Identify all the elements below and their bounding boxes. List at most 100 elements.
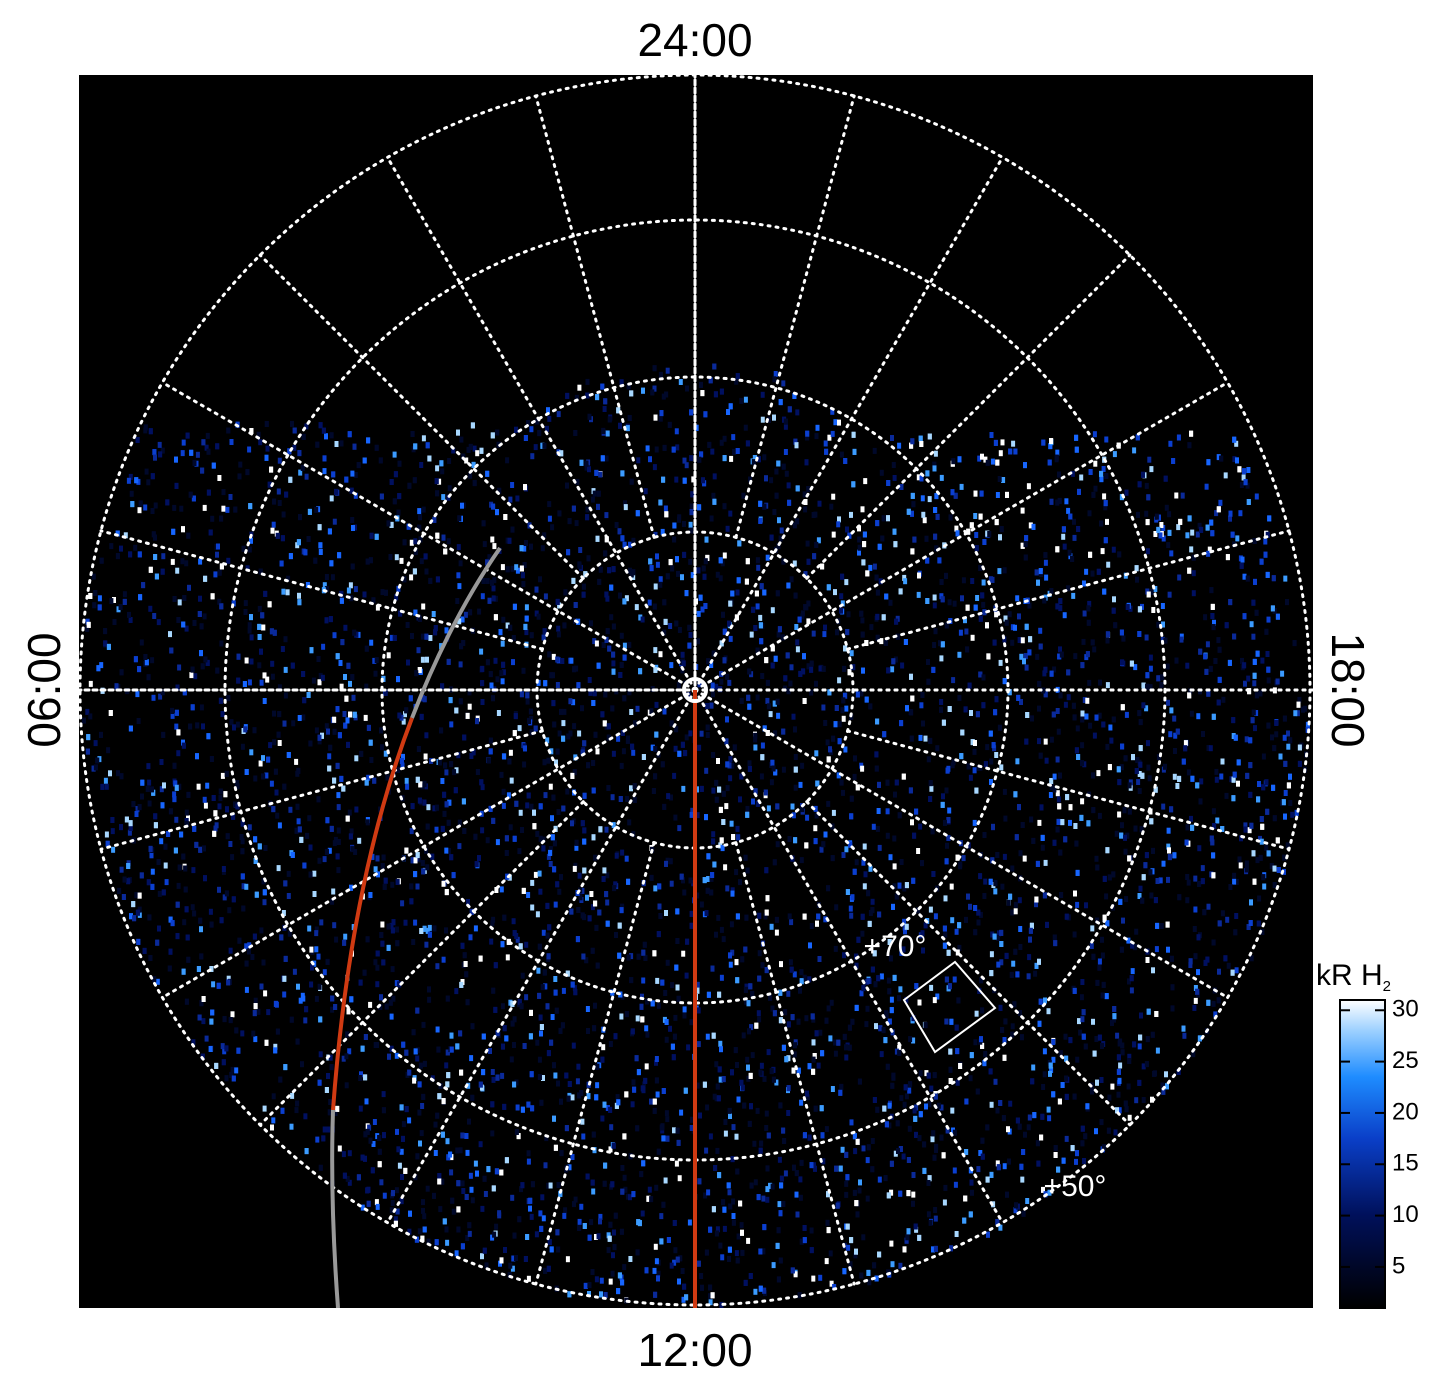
emission-pixel [1212, 619, 1216, 626]
emission-pixel [625, 795, 630, 802]
emission-pixel [535, 418, 540, 425]
emission-pixel [275, 812, 280, 819]
emission-pixel [902, 1101, 907, 1108]
emission-pixel [177, 599, 182, 606]
emission-pixel [897, 882, 902, 889]
emission-pixel [473, 925, 478, 932]
emission-pixel [696, 638, 700, 645]
emission-pixel [1127, 1053, 1132, 1060]
emission-pixel [526, 420, 530, 427]
emission-pixel [865, 1195, 870, 1202]
emission-pixel [734, 869, 739, 876]
emission-pixel [858, 1179, 862, 1186]
emission-pixel [857, 536, 862, 543]
emission-pixel [402, 576, 407, 583]
emission-pixel [628, 1256, 633, 1262]
emission-pixel [508, 1262, 513, 1269]
emission-pixel [961, 855, 966, 862]
emission-pixel [509, 777, 514, 784]
emission-pixel [731, 434, 736, 441]
emission-pixel [974, 1010, 979, 1017]
emission-pixel [674, 428, 679, 435]
emission-pixel [263, 845, 268, 851]
emission-pixel [722, 503, 727, 510]
emission-pixel [375, 981, 380, 988]
emission-pixel [1066, 507, 1071, 514]
emission-pixel [350, 517, 355, 523]
emission-pixel [718, 575, 723, 582]
emission-pixel [491, 987, 496, 994]
emission-pixel [553, 1072, 558, 1079]
emission-pixel [258, 760, 263, 767]
emission-pixel [1145, 957, 1150, 963]
emission-pixel [159, 786, 164, 793]
emission-pixel [396, 585, 401, 592]
emission-pixel [1211, 1000, 1216, 1007]
emission-pixel [1224, 622, 1229, 629]
emission-pixel [1013, 1207, 1018, 1214]
emission-pixel [522, 761, 527, 768]
emission-pixel [390, 881, 395, 888]
emission-pixel [1272, 745, 1277, 752]
emission-pixel [399, 557, 404, 564]
emission-pixel [1116, 1091, 1121, 1098]
emission-pixel [184, 809, 189, 816]
emission-pixel [262, 672, 267, 679]
emission-pixel [451, 447, 456, 454]
emission-pixel [435, 465, 440, 472]
emission-pixel [717, 1066, 722, 1073]
emission-pixel [677, 516, 681, 523]
emission-pixel [1116, 1068, 1121, 1075]
emission-pixel [467, 1118, 471, 1125]
emission-pixel [322, 468, 327, 475]
emission-pixel [978, 873, 983, 880]
emission-pixel [1206, 690, 1211, 697]
emission-pixel [1112, 596, 1116, 603]
emission-pixel [655, 561, 660, 568]
emission-pixel [103, 777, 108, 784]
emission-pixel [480, 1205, 485, 1212]
emission-pixel [528, 1205, 532, 1212]
emission-pixel [714, 1230, 719, 1237]
emission-pixel [565, 788, 570, 795]
emission-pixel [652, 464, 657, 471]
emission-pixel [525, 802, 530, 809]
emission-pixel [864, 640, 869, 646]
emission-pixel [247, 942, 252, 949]
emission-pixel [1084, 568, 1089, 575]
emission-pixel [718, 1242, 723, 1249]
emission-pixel [725, 885, 730, 892]
emission-pixel [1251, 850, 1256, 857]
emission-pixel [85, 625, 90, 632]
emission-pixel [399, 1148, 404, 1155]
emission-pixel [172, 762, 177, 769]
emission-pixel [103, 640, 108, 647]
emission-pixel [751, 798, 755, 805]
emission-pixel [446, 538, 451, 545]
emission-pixel [730, 890, 735, 897]
emission-pixel [875, 589, 880, 596]
emission-pixel [628, 541, 632, 548]
emission-pixel [849, 511, 853, 518]
emission-pixel [253, 997, 258, 1004]
emission-pixel [1055, 790, 1060, 797]
emission-pixel [535, 1039, 540, 1046]
emission-pixel [329, 825, 334, 832]
emission-pixel [510, 1194, 515, 1201]
emission-pixel [369, 532, 374, 539]
emission-pixel [456, 752, 461, 759]
emission-pixel [93, 590, 98, 596]
emission-pixel [614, 522, 619, 528]
emission-pixel [1172, 773, 1177, 780]
emission-pixel [1049, 736, 1054, 743]
emission-pixel [294, 758, 299, 765]
emission-pixel [749, 631, 754, 638]
emission-pixel [951, 677, 956, 684]
emission-pixel [595, 1082, 600, 1089]
emission-pixel [1243, 680, 1247, 687]
emission-pixel [748, 476, 752, 483]
emission-pixel [1026, 1124, 1031, 1131]
emission-pixel [954, 525, 959, 532]
emission-pixel [540, 545, 545, 552]
emission-pixel [722, 1225, 727, 1232]
